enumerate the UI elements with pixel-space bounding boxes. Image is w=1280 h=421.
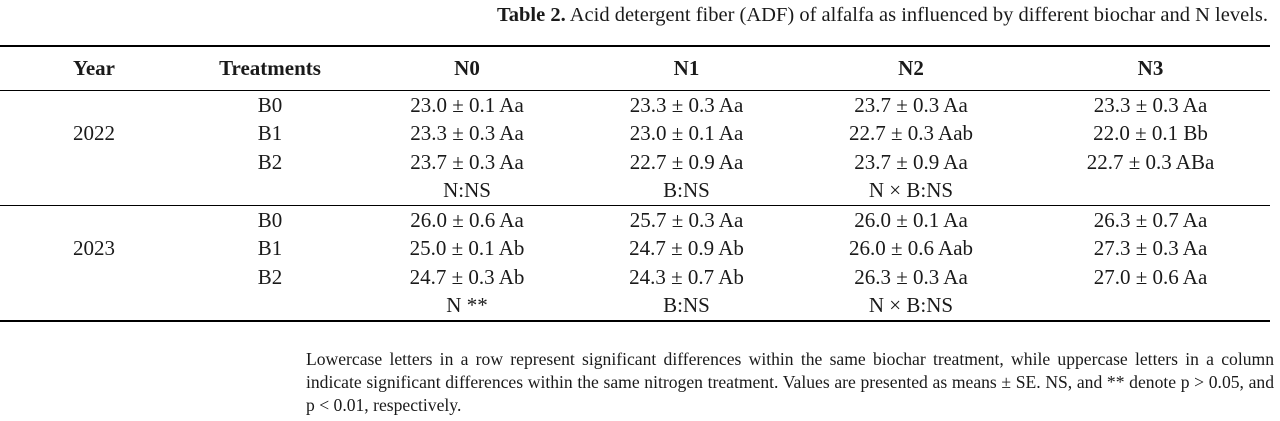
table-footnote: Lowercase letters in a row represent sig… bbox=[306, 348, 1274, 417]
value-cell: 26.3 ± 0.3 Aa bbox=[854, 264, 968, 289]
header-row: Year Treatments N0 N1 N2 N3 bbox=[0, 45, 1270, 91]
adf-table: Year Treatments N0 N1 N2 N3 2022 B0 23.0… bbox=[0, 45, 1270, 322]
value-cell: 26.0 ± 0.1 Aa bbox=[854, 207, 968, 232]
stat-cell: N × B:NS bbox=[791, 291, 1031, 322]
value-cell: 26.0 ± 0.6 Aa bbox=[410, 207, 524, 232]
table-label: Table 2. bbox=[496, 4, 566, 26]
header-n2: N2 bbox=[791, 45, 1031, 91]
empty-cell bbox=[188, 291, 352, 322]
stat-cell bbox=[1031, 176, 1270, 206]
year-cell: 2022 bbox=[73, 121, 115, 146]
stat-cell: N ** bbox=[352, 291, 582, 322]
treatment-cell: B1 bbox=[257, 236, 283, 261]
value-cell: 24.7 ± 0.3 Ab bbox=[409, 264, 525, 289]
value-cell: 23.3 ± 0.3 Aa bbox=[1093, 92, 1208, 117]
stat-cell: N:NS bbox=[352, 176, 582, 206]
header-n3: N3 bbox=[1031, 45, 1270, 91]
table-row: B1 23.3 ± 0.3 Aa 23.0 ± 0.1 Aa 22.7 ± 0.… bbox=[0, 120, 1270, 149]
value-cell: 24.7 ± 0.9 Ab bbox=[629, 236, 744, 261]
footnote-text: Lowercase letters in a row represent sig… bbox=[306, 349, 1274, 415]
stats-row: N:NS B:NS N × B:NS bbox=[0, 176, 1270, 206]
table-row: B2 23.7 ± 0.3 Aa 22.7 ± 0.9 Aa 23.7 ± 0.… bbox=[0, 148, 1270, 177]
treatment-cell: B2 bbox=[257, 264, 283, 289]
empty-cell bbox=[0, 176, 188, 206]
treatment-cell: B2 bbox=[257, 149, 283, 174]
stats-row: N ** B:NS N × B:NS bbox=[0, 291, 1270, 322]
stat-cell: B:NS bbox=[582, 291, 791, 322]
value-cell: 23.3 ± 0.3 Aa bbox=[410, 121, 524, 146]
value-cell: 23.3 ± 0.3 Aa bbox=[629, 92, 744, 117]
value-cell: 23.0 ± 0.1 Aa bbox=[629, 121, 744, 146]
value-cell: 25.0 ± 0.1 Ab bbox=[409, 236, 525, 261]
stat-cell: B:NS bbox=[582, 176, 791, 206]
table-title: Acid detergent fiber (ADF) of alfalfa as… bbox=[569, 4, 1268, 26]
year-cell: 2023 bbox=[73, 236, 115, 261]
header-year: Year bbox=[0, 45, 188, 91]
table-row: B2 24.7 ± 0.3 Ab 24.3 ± 0.7 Ab 26.3 ± 0.… bbox=[0, 263, 1270, 292]
treatment-cell: B1 bbox=[257, 121, 283, 146]
treatment-cell: B0 bbox=[257, 207, 283, 232]
table-caption: Table 2. Acid detergent fiber (ADF) of a… bbox=[0, 0, 1280, 32]
table-row: 2022 B0 23.0 ± 0.1 Aa 23.3 ± 0.3 Aa 23.7… bbox=[0, 91, 1270, 146]
empty-cell bbox=[0, 291, 188, 322]
treatment-cell: B0 bbox=[257, 92, 283, 117]
stat-cell bbox=[1031, 291, 1270, 322]
value-cell: 23.7 ± 0.9 Aa bbox=[854, 149, 968, 174]
stat-cell: N × B:NS bbox=[791, 176, 1031, 206]
header-n0: N0 bbox=[352, 45, 582, 91]
value-cell: 22.0 ± 0.1 Bb bbox=[1093, 121, 1208, 146]
empty-cell bbox=[188, 176, 352, 206]
value-cell: 25.7 ± 0.3 Aa bbox=[629, 207, 744, 232]
value-cell: 24.3 ± 0.7 Ab bbox=[629, 264, 744, 289]
header-treatments: Treatments bbox=[188, 45, 352, 91]
value-cell: 27.0 ± 0.6 Aa bbox=[1093, 264, 1208, 289]
value-cell: 23.0 ± 0.1 Aa bbox=[410, 92, 524, 117]
value-cell: 26.0 ± 0.6 Aab bbox=[848, 236, 974, 261]
value-cell: 26.3 ± 0.7 Aa bbox=[1093, 207, 1208, 232]
value-cell: 23.7 ± 0.3 Aa bbox=[854, 92, 968, 117]
value-cell: 27.3 ± 0.3 Aa bbox=[1093, 236, 1208, 261]
value-cell: 22.7 ± 0.3 Aab bbox=[848, 121, 974, 146]
header-n1: N1 bbox=[582, 45, 791, 91]
value-cell: 23.7 ± 0.3 Aa bbox=[410, 149, 524, 174]
table-row: 2023 B0 26.0 ± 0.6 Aa 25.7 ± 0.3 Aa 26.0… bbox=[0, 206, 1270, 261]
table-row: B1 25.0 ± 0.1 Ab 24.7 ± 0.9 Ab 26.0 ± 0.… bbox=[0, 235, 1270, 264]
value-cell: 22.7 ± 0.9 Aa bbox=[629, 149, 744, 174]
value-cell: 22.7 ± 0.3 ABa bbox=[1086, 149, 1215, 174]
